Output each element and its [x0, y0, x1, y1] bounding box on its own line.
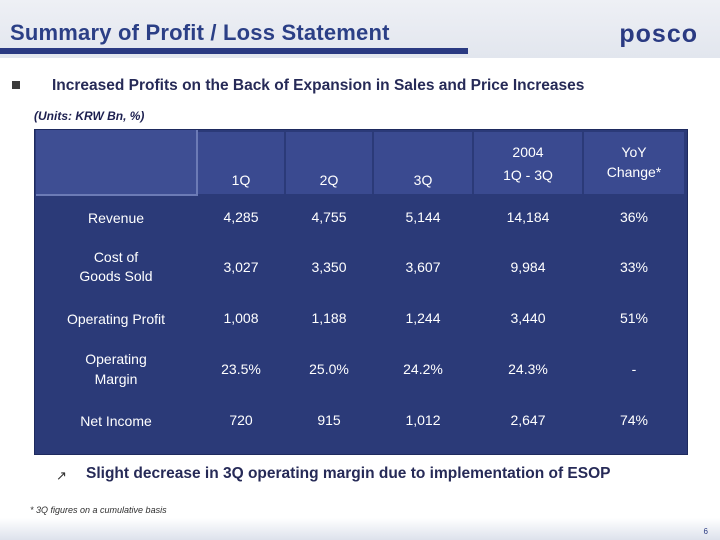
- row-label-net-income: Net Income: [80, 413, 152, 429]
- table-cell: 3,440: [510, 310, 546, 326]
- row-label-operating-margin-line2: Margin: [94, 371, 138, 387]
- table-cell: 74%: [619, 412, 649, 428]
- arrow-icon: ↗: [56, 468, 67, 483]
- table-cell: 5,144: [405, 209, 441, 225]
- row-label-operating-margin: Operating: [85, 351, 147, 367]
- column-header-line1: YoY: [621, 144, 647, 160]
- column-header-2004: [474, 132, 582, 194]
- page-title: Summary of Profit / Loss Statement: [10, 20, 390, 45]
- column-header-label: 3Q: [413, 172, 433, 188]
- title-underline: [0, 48, 468, 54]
- row-label-cost-of-goods-line2: Goods Sold: [79, 268, 153, 284]
- table-cell: 23.5%: [221, 361, 261, 377]
- column-header-label: Change*: [606, 164, 662, 180]
- column-header-label: 1Q - 3Q: [503, 167, 553, 183]
- table-cell: 51%: [619, 310, 649, 326]
- table-cell: 4,755: [311, 209, 347, 225]
- footnote: * 3Q figures on a cumulative basis: [30, 505, 167, 515]
- table-cell: 3,027: [223, 259, 259, 275]
- table-cell: 33%: [619, 259, 649, 275]
- bullet-square-icon: [12, 81, 20, 89]
- page-number: 6: [703, 527, 708, 536]
- table-corner-cell: [36, 130, 198, 196]
- table-cell: 915: [317, 412, 341, 428]
- column-header-3q: [374, 132, 472, 194]
- column-header-yoy: [584, 132, 684, 194]
- table-cell: 25.0%: [309, 361, 349, 377]
- column-header-label: 1Q: [231, 172, 251, 188]
- units-label: (Units: KRW Bn, %): [34, 109, 145, 123]
- table-cell: 9,984: [510, 259, 546, 275]
- row-label-operating-profit: Operating Profit: [66, 311, 166, 327]
- table-cell: 1,008: [223, 310, 259, 326]
- table-cell: 4,285: [223, 209, 259, 225]
- table-cell: 36%: [619, 209, 649, 225]
- table-cell: 720: [229, 412, 253, 428]
- column-header-1q: [198, 132, 284, 194]
- table-cell: 3,350: [311, 259, 347, 275]
- margin-note: Slight decrease in 3Q operating margin d…: [86, 465, 611, 482]
- table-cell: 1,012: [405, 412, 441, 428]
- row-label-cost-of-goods: Cost of: [93, 249, 139, 265]
- table-cell: 2,647: [510, 412, 546, 428]
- column-header-2q: [286, 132, 372, 194]
- table-cell: 1,244: [405, 310, 441, 326]
- headline: Increased Profits on the Back of Expansi…: [52, 77, 585, 94]
- table-cell: 14,184: [506, 209, 550, 225]
- table-cell: 1,188: [311, 310, 347, 326]
- row-label-revenue: Revenue: [87, 210, 145, 226]
- table-cell: 3,607: [405, 259, 441, 275]
- footer-bar: [0, 518, 720, 540]
- column-header-label: 2Q: [319, 172, 339, 188]
- table-cell: 24.3%: [508, 361, 548, 377]
- table-cell: 24.2%: [403, 361, 443, 377]
- posco-logo: posco: [619, 20, 698, 48]
- column-header-line1: 2004: [512, 144, 544, 160]
- table-cell: -: [631, 361, 637, 377]
